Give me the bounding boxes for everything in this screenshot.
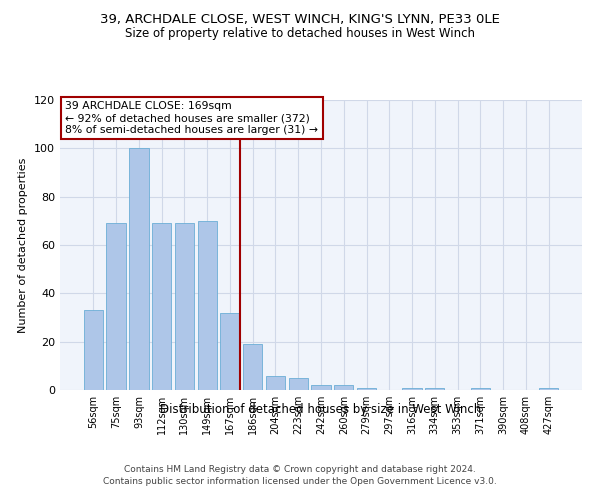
Bar (243, 344, 262, 390)
Bar (311, 385, 331, 390)
Bar (425, 388, 445, 390)
Text: Contains public sector information licensed under the Open Government Licence v3: Contains public sector information licen… (103, 478, 497, 486)
Bar (334, 385, 353, 390)
Text: 39 ARCHDALE CLOSE: 169sqm
← 92% of detached houses are smaller (372)
8% of semi-: 39 ARCHDALE CLOSE: 169sqm ← 92% of detac… (65, 102, 318, 134)
Bar (197, 221, 217, 390)
Bar (84, 310, 103, 390)
Text: Contains HM Land Registry data © Crown copyright and database right 2024.: Contains HM Land Registry data © Crown c… (124, 465, 476, 474)
Text: Size of property relative to detached houses in West Winch: Size of property relative to detached ho… (125, 28, 475, 40)
Bar (129, 148, 149, 390)
Bar (220, 312, 239, 390)
Bar (289, 378, 308, 390)
Bar (470, 388, 490, 390)
Y-axis label: Number of detached properties: Number of detached properties (19, 158, 28, 332)
Bar (152, 223, 172, 390)
Text: 39, ARCHDALE CLOSE, WEST WINCH, KING'S LYNN, PE33 0LE: 39, ARCHDALE CLOSE, WEST WINCH, KING'S L… (100, 12, 500, 26)
Bar (539, 388, 558, 390)
Bar (175, 223, 194, 390)
Bar (106, 223, 126, 390)
Text: Distribution of detached houses by size in West Winch: Distribution of detached houses by size … (160, 402, 482, 415)
Bar (403, 388, 422, 390)
Bar (266, 376, 285, 390)
Bar (357, 388, 376, 390)
